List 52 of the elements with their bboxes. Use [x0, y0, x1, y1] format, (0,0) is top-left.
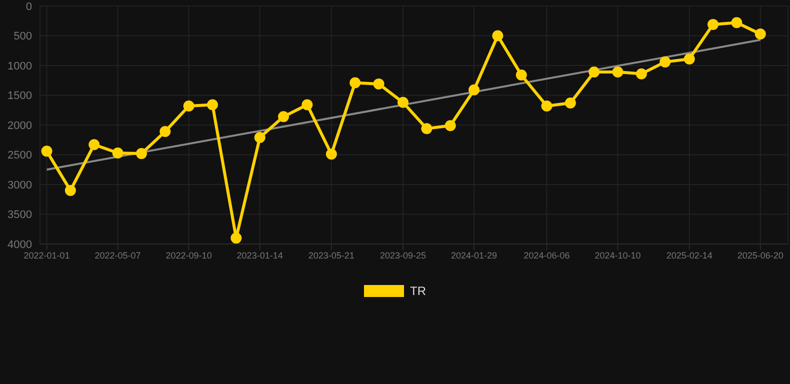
point — [564, 97, 576, 108]
point — [516, 70, 527, 81]
y-tick-label: 2500 — [8, 150, 32, 162]
point — [612, 66, 624, 78]
point — [636, 68, 647, 80]
x-tick-label: 2025-06-20 — [737, 250, 784, 260]
point — [731, 17, 742, 28]
x-tick-label: 2024-10-10 — [594, 250, 641, 260]
point — [112, 147, 124, 158]
y-tick-label: 1000 — [8, 60, 32, 72]
point — [278, 111, 290, 122]
point — [350, 77, 361, 88]
x-tick-label: 2023-01-14 — [236, 250, 283, 260]
point — [684, 53, 695, 64]
x-tick-label: 2023-09-25 — [380, 250, 426, 260]
point — [588, 66, 600, 78]
point — [41, 146, 52, 157]
x-tick-label: 2024-06-06 — [524, 250, 570, 260]
x-tick-label: 2023-05-21 — [308, 250, 354, 260]
point — [64, 184, 76, 196]
point — [444, 120, 456, 132]
y-tick-label: 1500 — [8, 90, 32, 102]
y-tick-label: 3500 — [8, 209, 32, 222]
y-tick-label: 3000 — [8, 179, 32, 192]
x-tick-label: 2022-05-07 — [94, 250, 141, 260]
point — [136, 148, 147, 160]
y-tick-label: 500 — [14, 30, 32, 43]
point — [541, 100, 552, 112]
legend-label: TR — [410, 284, 426, 298]
point — [421, 123, 432, 134]
point — [302, 99, 313, 110]
point — [754, 28, 766, 40]
point — [660, 56, 671, 68]
point — [398, 96, 409, 108]
y-tick-label: 2000 — [8, 120, 32, 132]
point — [373, 78, 384, 90]
point — [708, 18, 719, 30]
point — [254, 132, 266, 143]
point — [326, 148, 337, 160]
point — [88, 139, 100, 150]
point — [206, 99, 218, 110]
y-tick-label: 4000 — [8, 238, 32, 251]
point — [468, 84, 480, 96]
y-tick-label: 0 — [26, 0, 32, 13]
point — [230, 232, 242, 244]
x-tick-label: 2024-01-29 — [451, 250, 498, 260]
point — [183, 100, 194, 112]
point — [492, 30, 504, 42]
x-tick-label: 2025-02-14 — [666, 250, 712, 260]
x-tick-label: 2022-01-01 — [24, 250, 70, 260]
point — [160, 126, 171, 138]
x-tick-label: 2022-09-10 — [166, 250, 212, 260]
